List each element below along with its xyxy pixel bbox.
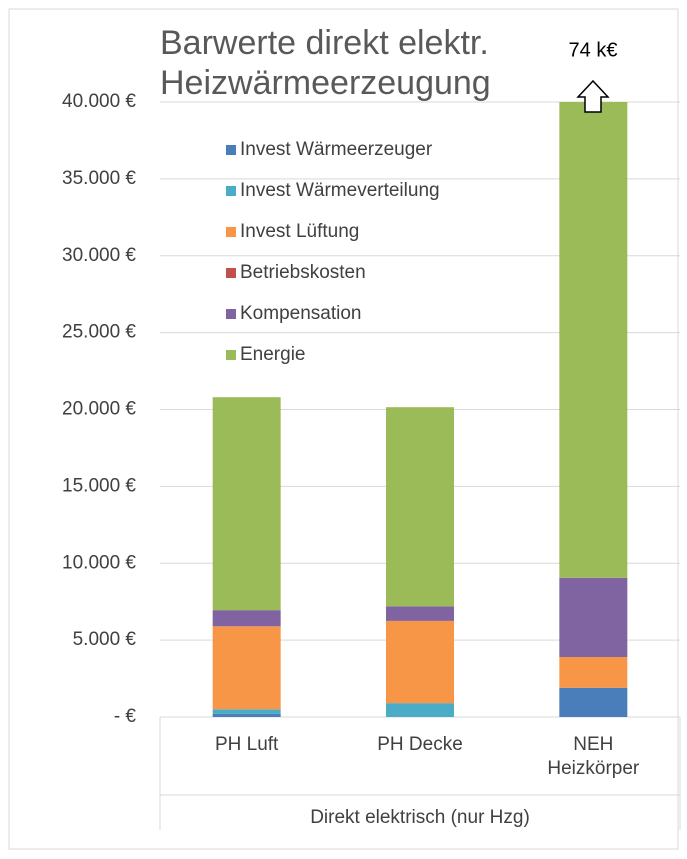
legend-swatch: [226, 186, 236, 196]
bar-segment: [386, 407, 454, 607]
legend-swatch: [226, 227, 236, 237]
legend-label: Invest Wärmeerzeuger: [240, 139, 433, 160]
legend-swatch: [226, 350, 236, 360]
legend-label: Betriebskosten: [240, 262, 366, 283]
annotation: 74 k€: [569, 39, 618, 61]
y-tick-label: 20.000 €: [62, 399, 136, 420]
bar-segment: [386, 606, 454, 621]
bar-segment: [212, 713, 281, 717]
legend-label: Invest Wärmeverteilung: [240, 180, 440, 201]
bar-segment: [212, 626, 281, 710]
y-tick-label: 30.000 €: [62, 245, 136, 266]
y-tick-label: - €: [114, 706, 137, 727]
bar-segment: [386, 620, 454, 704]
legend-label: Kompensation: [240, 303, 361, 324]
y-tick-label: 5.000 €: [73, 629, 137, 650]
bar-segment: [559, 687, 628, 717]
bars: [212, 102, 628, 717]
bar-segment: [386, 703, 454, 717]
y-tick-label: 10.000 €: [62, 552, 136, 573]
legend-swatch: [226, 145, 236, 155]
bar-segment: [212, 709, 281, 714]
x-tick-label: PH Luft: [215, 734, 279, 755]
arrow-annotation: [576, 79, 610, 113]
y-tick-label: 35.000 €: [62, 168, 136, 189]
y-tick-label: 25.000 €: [62, 322, 136, 343]
legend-swatch: [226, 309, 236, 319]
chart-title: Barwerte direkt elektr. Heizwärmeerzeugun…: [160, 24, 491, 102]
y-tick-label: 15.000 €: [62, 475, 136, 496]
bar-segment: [212, 397, 281, 611]
bar-segment: [212, 610, 281, 627]
legend-label: Energie: [240, 344, 306, 365]
group-label: Direkt elektrisch (nur Hzg): [310, 807, 530, 828]
y-tick-label: 40.000 €: [62, 91, 136, 112]
legend-label: Invest Lüftung: [240, 221, 359, 242]
bar-segment: [559, 577, 628, 658]
x-tick-label: PH Decke: [377, 734, 463, 755]
x-tick-label: NEH Heizkörper: [547, 734, 640, 779]
bar-segment: [559, 657, 628, 688]
chart-frame: [8, 8, 679, 850]
bar-segment: [559, 102, 628, 578]
legend-swatch: [226, 268, 236, 278]
